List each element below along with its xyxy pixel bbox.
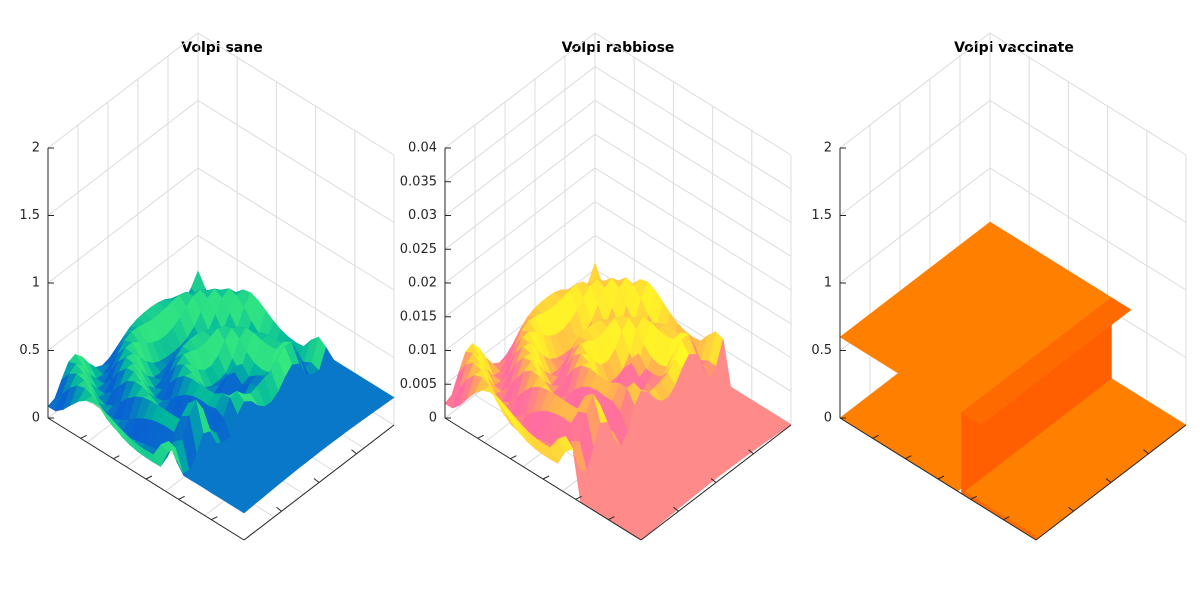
z-tick-label: 2: [32, 141, 40, 156]
subplot-volpi-vaccinate: Volpi vaccinate 00.511.52: [811, 32, 1187, 541]
z-tick-label: 0.5: [811, 343, 832, 358]
z-gridline: [47, 99, 395, 223]
x-tick: [542, 475, 550, 480]
x-tick: [872, 434, 879, 439]
x-tick: [477, 434, 484, 439]
z-gridline: [444, 133, 792, 257]
surface-patch: [235, 502, 252, 514]
z-tick-label: 1: [32, 276, 40, 291]
z-gridline: [47, 167, 395, 291]
surface: [47, 270, 395, 514]
z-tick-label: 0: [32, 411, 40, 426]
y-tick: [1105, 478, 1112, 483]
surface-ridge: [961, 297, 1132, 426]
surface: [839, 221, 1187, 541]
y-tick: [276, 506, 282, 512]
x-tick: [970, 495, 977, 500]
z-gridline: [444, 99, 792, 223]
z-tick-label: 0.015: [400, 309, 437, 324]
y-tick: [710, 478, 717, 483]
x-tick: [575, 495, 582, 500]
axes: 0 0.5 1 1.5 2: [811, 141, 1187, 541]
z-tick-label: 0.02: [408, 276, 437, 291]
chart-title: Volpi rabbiose: [562, 40, 675, 56]
z-tick-label: 1.5: [19, 208, 40, 223]
z-tick-label: 0.025: [400, 242, 437, 257]
x-tick: [905, 455, 912, 460]
x-tick: [80, 434, 87, 439]
x-tick: [145, 475, 153, 480]
z-tick-label: 0: [429, 411, 437, 426]
y-tick: [673, 506, 679, 512]
z-gridline: [444, 66, 792, 190]
z-tick-label: 0.04: [408, 141, 437, 156]
z-gridline: [444, 167, 792, 291]
x-tick: [937, 475, 945, 480]
subplot-volpi-sane: Volpi sane 00.511.52: [19, 32, 395, 541]
y-tick: [351, 449, 357, 455]
y-tick: [748, 449, 754, 455]
axes: 0 0.005 0.01 0.015 0.02 0.025 0.03 0.035 0.04: [400, 141, 792, 541]
y-tick: [1068, 506, 1074, 512]
z-tick-label: 0.5: [19, 343, 40, 358]
x-tick: [1003, 516, 1010, 521]
z-tick-label: 1: [824, 276, 832, 291]
z-tick-label: 0: [824, 411, 832, 426]
x-tick: [178, 495, 185, 500]
z-gridline: [839, 99, 1187, 223]
x-tick: [608, 516, 615, 521]
axes: 0 0.5 1 1.5 2: [19, 141, 395, 541]
x-tick: [211, 516, 218, 521]
z-tick-label: 1.5: [811, 208, 832, 223]
z-tick-label: 0.005: [400, 377, 437, 392]
subplot-volpi-rabbiose: Volpi rabbiose 00.0050.010.0150.020.0250…: [400, 32, 792, 541]
z-tick-label: 0.03: [408, 208, 437, 223]
z-tick-label: 0.035: [400, 174, 437, 189]
x-tick: [113, 455, 120, 460]
surface: [444, 262, 792, 541]
y-tick: [1143, 449, 1149, 455]
z-tick-label: 2: [824, 141, 832, 156]
z-tick-label: 0.01: [408, 343, 437, 358]
x-tick: [510, 455, 517, 460]
y-tick: [313, 478, 320, 483]
